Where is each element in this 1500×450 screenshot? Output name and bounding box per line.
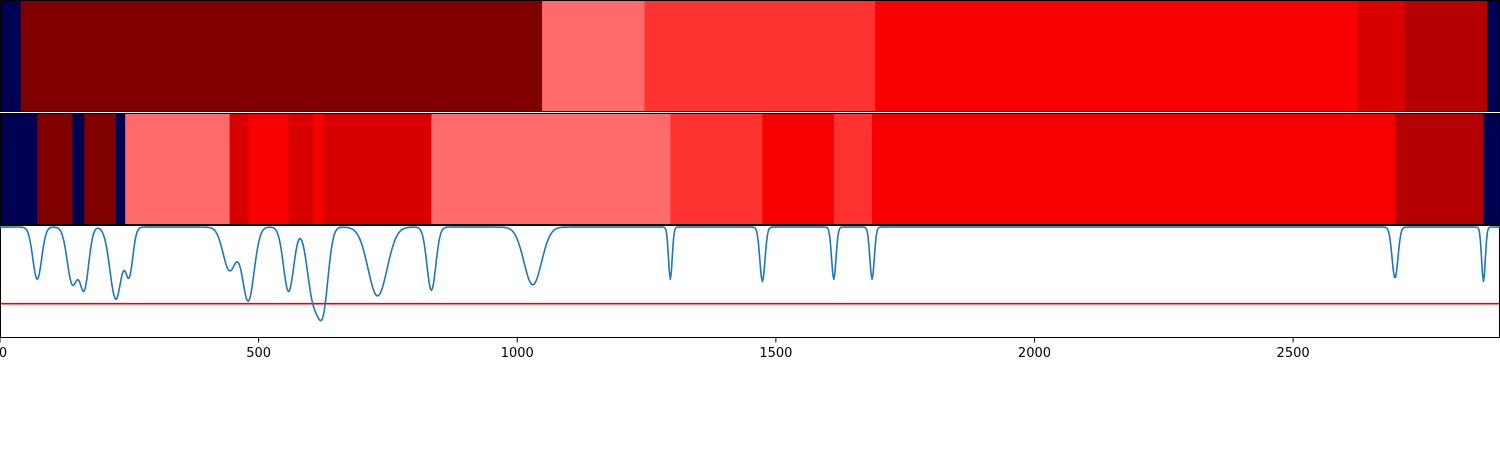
x-tick-label-1000: 1000: [501, 346, 534, 361]
curve-panel-frame: [0, 225, 1500, 338]
heatmap-segment-0-7: [1487, 0, 1500, 112]
heatmap-segment-0-0: [0, 0, 22, 112]
heatmap-segment-0-3: [644, 0, 876, 112]
heatmap-segment-0-5: [1357, 0, 1406, 112]
heatmap-segment-1-4: [115, 113, 126, 225]
x-tick-label-2000: 2000: [1018, 346, 1051, 361]
heatmap-segment-0-2: [542, 0, 645, 112]
heatmap-segment-1-0: [0, 113, 38, 225]
heatmap-segment-1-1: [37, 113, 73, 225]
heatmap-segment-0-4: [875, 0, 1359, 112]
heatmap-segment-1-17: [1483, 113, 1500, 225]
heatmap-track-top: [0, 0, 1500, 112]
x-tick-label-2500: 2500: [1277, 346, 1310, 361]
heatmap-segment-1-16: [1395, 113, 1484, 225]
heatmap-segment-1-5: [125, 113, 231, 225]
heatmap-segment-1-3: [84, 113, 117, 225]
heatmap-segment-1-14: [833, 113, 873, 225]
heatmap-segment-0-1: [20, 0, 543, 112]
heatmap-segment-1-9: [312, 113, 324, 225]
x-tick-label-500: 500: [246, 346, 271, 361]
heatmap-segment-1-12: [670, 113, 763, 225]
x-axis: 0 500 1000 1500 2000 2500: [0, 337, 1310, 361]
heatmap-track-middle: [0, 113, 1500, 225]
heatmap-segment-1-15: [872, 113, 1396, 225]
heatmap-segment-1-7: [248, 113, 290, 225]
heatmap-segment-1-6: [229, 113, 249, 225]
curve-panel: [0, 225, 1500, 338]
heatmap-segment-1-8: [288, 113, 314, 225]
heatmap-segment-0-6: [1404, 0, 1488, 112]
x-tick-label-1500: 1500: [759, 346, 792, 361]
heatmap-segment-1-11: [431, 113, 671, 225]
x-tick-label-0: 0: [0, 346, 7, 361]
heatmap-segment-1-2: [72, 113, 85, 225]
heatmap-segment-1-13: [762, 113, 835, 225]
heatmap-segment-1-10: [323, 113, 432, 225]
curve-line: [0, 226, 1500, 322]
